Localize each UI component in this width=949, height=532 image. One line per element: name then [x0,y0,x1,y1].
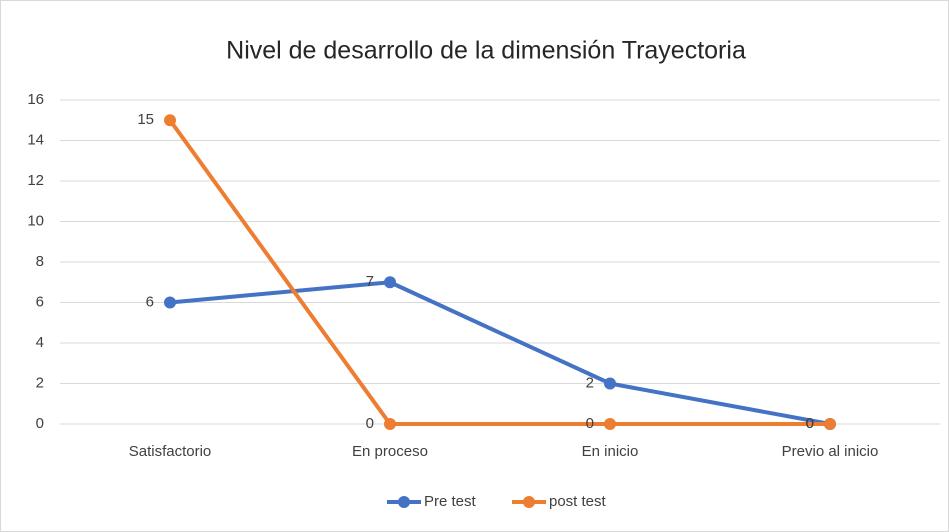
x-tick-label: Satisfactorio [129,443,212,460]
y-tick-label: 16 [27,91,44,108]
marker [164,296,176,309]
data-label: 0 [366,415,374,432]
x-tick-label: En proceso [352,443,428,460]
series-line [168,119,830,426]
marker [604,377,616,390]
y-tick-label: 10 [27,212,44,229]
y-tick-label: 6 [36,293,44,310]
marker [384,418,396,430]
data-label: 6 [146,293,154,310]
y-tick-label: 0 [36,415,44,432]
legend-marker [523,496,535,508]
data-label: 0 [806,415,814,432]
data-label: 7 [366,273,374,290]
x-tick-label: En inicio [582,443,639,460]
chart-title: Nivel de desarrollo de la dimensión Tray… [226,37,746,65]
y-tick-label: 8 [36,253,44,270]
y-tick-label: 2 [36,374,44,391]
marker [164,114,176,127]
marker [384,276,396,289]
legend-label: Pre test [424,493,477,510]
y-tick-label: 4 [36,334,44,351]
data-label: 0 [806,415,814,432]
data-label: 15 [137,111,154,128]
data-label: 0 [586,415,594,432]
data-label: 2 [586,374,594,391]
legend-label: post test [549,493,607,510]
y-tick-label: 12 [27,172,44,189]
marker [604,418,616,430]
series-line [169,280,831,426]
marker [824,418,836,430]
y-tick-label: 14 [27,131,44,148]
x-tick-label: Previo al inicio [782,443,879,460]
legend-marker [398,496,410,508]
